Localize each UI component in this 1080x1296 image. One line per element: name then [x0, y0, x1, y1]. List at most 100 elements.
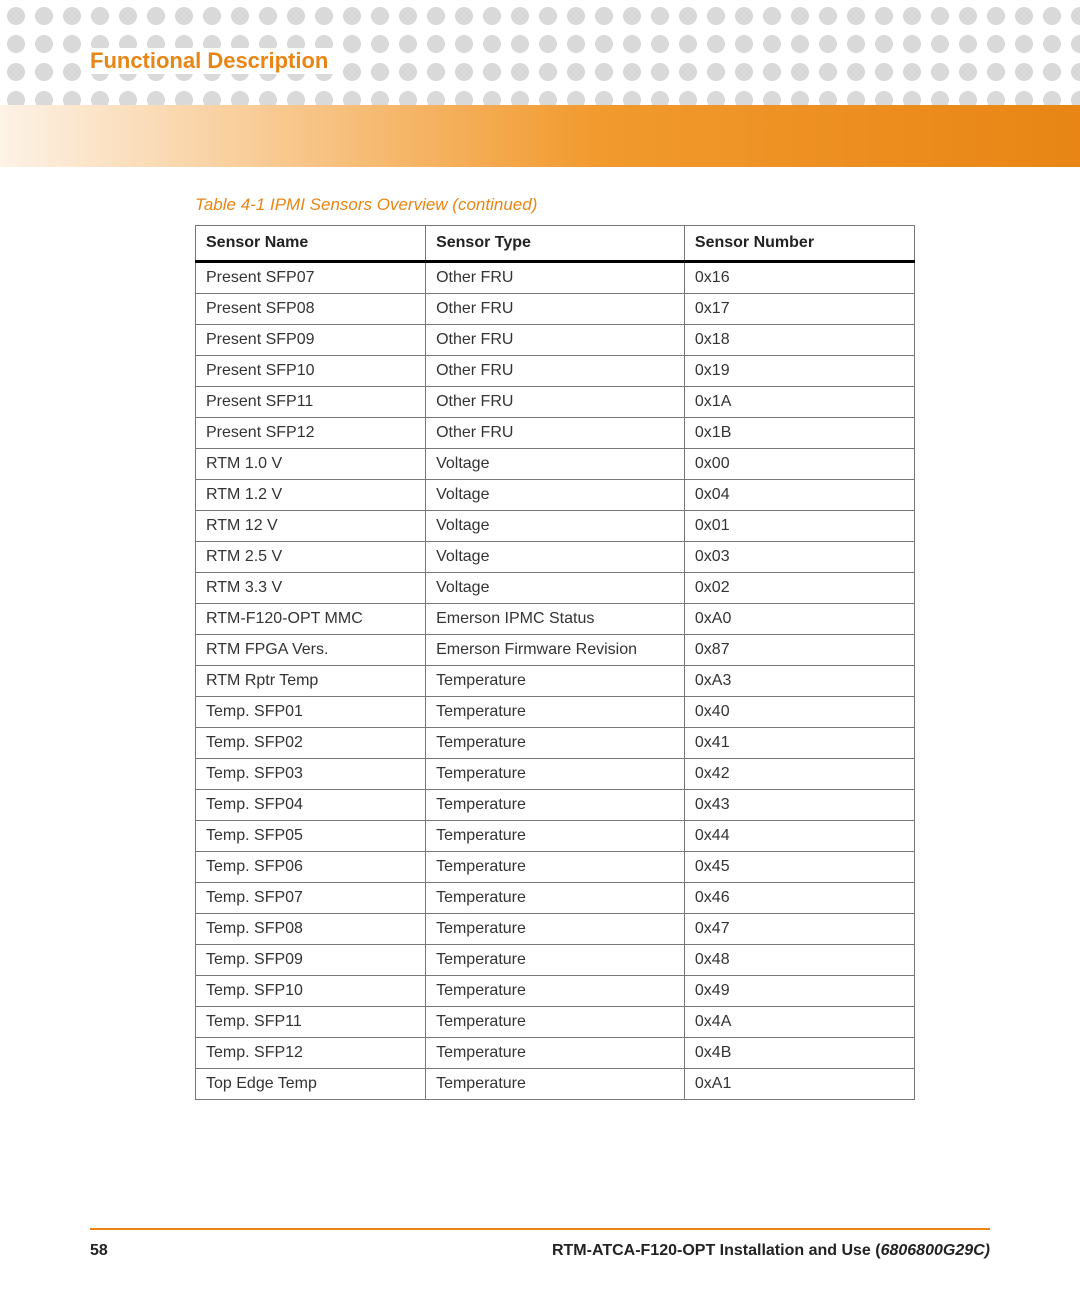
table-row: Temp. SFP06Temperature0x45: [196, 852, 915, 883]
cell-sensor-number: 0x03: [684, 542, 914, 573]
cell-sensor-name: RTM-F120-OPT MMC: [196, 604, 426, 635]
cell-sensor-name: Present SFP07: [196, 262, 426, 294]
cell-sensor-number: 0xA3: [684, 666, 914, 697]
cell-sensor-type: Temperature: [426, 666, 685, 697]
cell-sensor-number: 0x41: [684, 728, 914, 759]
cell-sensor-number: 0x45: [684, 852, 914, 883]
cell-sensor-name: RTM 1.0 V: [196, 449, 426, 480]
table-row: Temp. SFP03Temperature0x42: [196, 759, 915, 790]
cell-sensor-number: 0x18: [684, 325, 914, 356]
header-bar: [0, 105, 1080, 167]
cell-sensor-number: 0x00: [684, 449, 914, 480]
cell-sensor-type: Other FRU: [426, 294, 685, 325]
table-row: RTM 12 VVoltage0x01: [196, 511, 915, 542]
cell-sensor-number: 0x4B: [684, 1038, 914, 1069]
table-row: Present SFP12Other FRU0x1B: [196, 418, 915, 449]
cell-sensor-name: Temp. SFP10: [196, 976, 426, 1007]
cell-sensor-name: Temp. SFP06: [196, 852, 426, 883]
table-row: RTM Rptr TempTemperature0xA3: [196, 666, 915, 697]
cell-sensor-type: Other FRU: [426, 387, 685, 418]
cell-sensor-number: 0x02: [684, 573, 914, 604]
cell-sensor-name: Present SFP12: [196, 418, 426, 449]
cell-sensor-name: Present SFP08: [196, 294, 426, 325]
cell-sensor-type: Voltage: [426, 542, 685, 573]
table-row: RTM FPGA Vers.Emerson Firmware Revision0…: [196, 635, 915, 666]
cell-sensor-name: Temp. SFP11: [196, 1007, 426, 1038]
table-caption: Table 4-1 IPMI Sensors Overview (continu…: [195, 195, 537, 215]
page-number: 58: [90, 1242, 108, 1260]
cell-sensor-number: 0x01: [684, 511, 914, 542]
cell-sensor-type: Other FRU: [426, 356, 685, 387]
cell-sensor-name: RTM FPGA Vers.: [196, 635, 426, 666]
doc-title: RTM-ATCA-F120-OPT Installation and Use (…: [552, 1242, 990, 1260]
cell-sensor-type: Temperature: [426, 821, 685, 852]
cell-sensor-number: 0x17: [684, 294, 914, 325]
cell-sensor-name: Temp. SFP03: [196, 759, 426, 790]
cell-sensor-number: 0x4A: [684, 1007, 914, 1038]
cell-sensor-type: Temperature: [426, 790, 685, 821]
cell-sensor-number: 0x1B: [684, 418, 914, 449]
sensors-table: Sensor Name Sensor Type Sensor Number Pr…: [195, 225, 915, 1100]
cell-sensor-number: 0x16: [684, 262, 914, 294]
table-row: Temp. SFP08Temperature0x47: [196, 914, 915, 945]
doc-title-text: RTM-ATCA-F120-OPT Installation and Use (: [552, 1242, 881, 1259]
cell-sensor-type: Temperature: [426, 1007, 685, 1038]
cell-sensor-type: Other FRU: [426, 325, 685, 356]
table-row: Present SFP10Other FRU0x19: [196, 356, 915, 387]
cell-sensor-type: Temperature: [426, 1069, 685, 1100]
cell-sensor-number: 0x43: [684, 790, 914, 821]
cell-sensor-type: Temperature: [426, 945, 685, 976]
col-header-type: Sensor Type: [426, 226, 685, 262]
table-row: Temp. SFP04Temperature0x43: [196, 790, 915, 821]
cell-sensor-number: 0x49: [684, 976, 914, 1007]
cell-sensor-type: Temperature: [426, 1038, 685, 1069]
table-row: Temp. SFP09Temperature0x48: [196, 945, 915, 976]
table-row: Present SFP09Other FRU0x18: [196, 325, 915, 356]
table-row: Temp. SFP07Temperature0x46: [196, 883, 915, 914]
cell-sensor-name: Present SFP11: [196, 387, 426, 418]
cell-sensor-type: Temperature: [426, 852, 685, 883]
doc-code: 6806800G29C: [881, 1242, 985, 1259]
cell-sensor-number: 0x04: [684, 480, 914, 511]
col-header-number: Sensor Number: [684, 226, 914, 262]
table-row: RTM 1.2 VVoltage0x04: [196, 480, 915, 511]
cell-sensor-type: Emerson IPMC Status: [426, 604, 685, 635]
cell-sensor-name: Temp. SFP01: [196, 697, 426, 728]
cell-sensor-type: Temperature: [426, 728, 685, 759]
table-row: Temp. SFP10Temperature0x49: [196, 976, 915, 1007]
table-row: Temp. SFP11Temperature0x4A: [196, 1007, 915, 1038]
table-row: RTM 1.0 VVoltage0x00: [196, 449, 915, 480]
table-row: Top Edge TempTemperature0xA1: [196, 1069, 915, 1100]
cell-sensor-type: Voltage: [426, 511, 685, 542]
cell-sensor-name: Present SFP09: [196, 325, 426, 356]
col-header-name: Sensor Name: [196, 226, 426, 262]
cell-sensor-type: Voltage: [426, 573, 685, 604]
table-row: Temp. SFP12Temperature0x4B: [196, 1038, 915, 1069]
cell-sensor-name: RTM 1.2 V: [196, 480, 426, 511]
cell-sensor-type: Temperature: [426, 914, 685, 945]
cell-sensor-number: 0x40: [684, 697, 914, 728]
cell-sensor-name: RTM 2.5 V: [196, 542, 426, 573]
cell-sensor-number: 0x87: [684, 635, 914, 666]
table-row: Temp. SFP05Temperature0x44: [196, 821, 915, 852]
cell-sensor-name: RTM 3.3 V: [196, 573, 426, 604]
table-row: Present SFP11Other FRU0x1A: [196, 387, 915, 418]
cell-sensor-type: Emerson Firmware Revision: [426, 635, 685, 666]
table-header-row: Sensor Name Sensor Type Sensor Number: [196, 226, 915, 262]
table-row: Temp. SFP02Temperature0x41: [196, 728, 915, 759]
cell-sensor-name: Top Edge Temp: [196, 1069, 426, 1100]
cell-sensor-name: Temp. SFP02: [196, 728, 426, 759]
cell-sensor-type: Voltage: [426, 449, 685, 480]
cell-sensor-name: Temp. SFP05: [196, 821, 426, 852]
table-row: RTM-F120-OPT MMCEmerson IPMC Status0xA0: [196, 604, 915, 635]
table-row: RTM 3.3 VVoltage0x02: [196, 573, 915, 604]
table-row: Present SFP08Other FRU0x17: [196, 294, 915, 325]
cell-sensor-name: Temp. SFP07: [196, 883, 426, 914]
table-container: Sensor Name Sensor Type Sensor Number Pr…: [195, 225, 915, 1100]
cell-sensor-type: Other FRU: [426, 262, 685, 294]
table-row: Present SFP07Other FRU0x16: [196, 262, 915, 294]
cell-sensor-type: Other FRU: [426, 418, 685, 449]
cell-sensor-number: 0x47: [684, 914, 914, 945]
cell-sensor-type: Temperature: [426, 883, 685, 914]
table-row: RTM 2.5 VVoltage0x03: [196, 542, 915, 573]
